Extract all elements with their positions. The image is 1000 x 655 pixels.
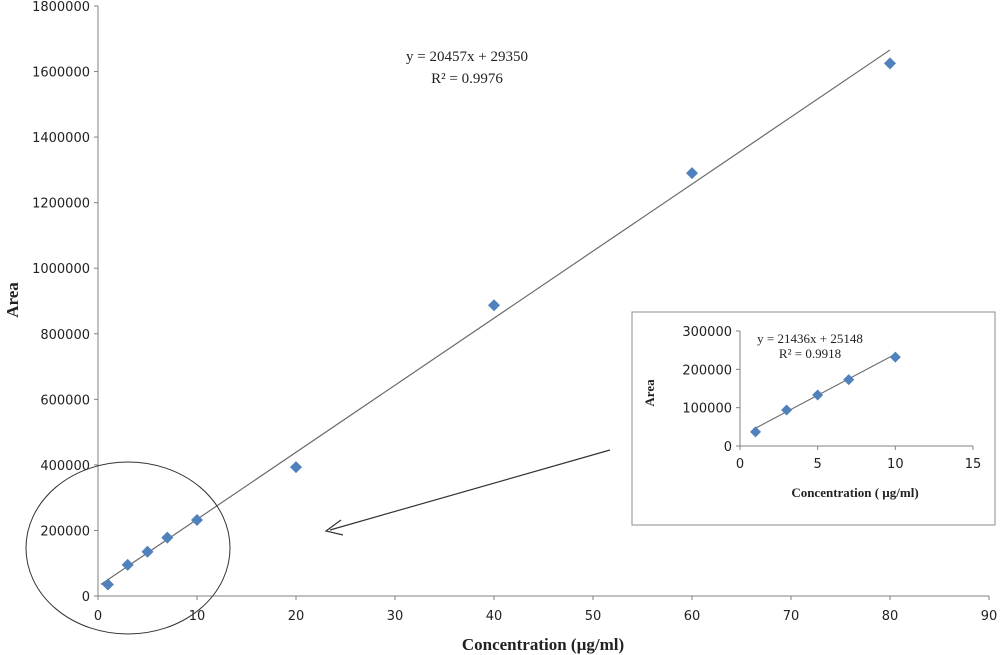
data-point: [781, 404, 793, 416]
y-tick-label: 1400000: [32, 131, 90, 146]
x-tick-label: 30: [387, 609, 404, 624]
inset-trendline: [753, 353, 896, 430]
x-tick-label: 20: [288, 609, 305, 624]
data-point: [812, 389, 824, 401]
data-point: [889, 351, 901, 363]
main-equation: y = 20457x + 29350: [406, 49, 528, 65]
data-point: [843, 374, 855, 386]
main-chart: 0 10 20 30 40 50 60 70 80 90 02000004000006000008…: [3, 0, 997, 654]
main-points: [101, 57, 896, 591]
y-tick-label: 200000: [682, 363, 732, 378]
x-tick-label: 0: [94, 609, 102, 624]
y-tick-label: 1000000: [32, 262, 90, 277]
x-tick-label: 70: [783, 609, 800, 624]
inset-points: [750, 351, 901, 438]
data-point: [121, 558, 134, 571]
main-x-axis-title: Concentration (µg/ml): [462, 635, 624, 654]
x-tick-label: 0: [736, 457, 744, 472]
x-tick-label: 15: [965, 457, 982, 472]
y-tick-label: 300000: [682, 325, 732, 340]
main-r-squared: R² = 0.9976: [431, 71, 503, 87]
data-point: [141, 545, 154, 558]
main-trendline: [100, 49, 891, 585]
x-tick-label: 80: [882, 609, 899, 624]
y-tick-label: 800000: [40, 328, 90, 343]
y-tick-label: 600000: [40, 393, 90, 408]
main-x-ticks: 0 10 20 30 40 50 60 70 80 90: [94, 596, 997, 624]
inset-equation: y = 21436x + 25148: [757, 331, 863, 346]
inset-y-ticks: 0 100000 200000 300000: [682, 325, 740, 455]
y-tick-label: 1200000: [32, 197, 90, 212]
inset-r-squared: R² = 0.9918: [779, 346, 841, 361]
main-y-ticks: 0 200000 400000 600000 800000 1000000 1200000 1…: [32, 0, 98, 605]
inset-y-axis-title: Area: [642, 379, 657, 407]
y-tick-label: 0: [82, 590, 90, 605]
highlight-ellipse: [25, 461, 231, 635]
x-tick-label: 40: [486, 609, 503, 624]
y-tick-label: 100000: [682, 402, 732, 417]
x-tick-label: 90: [981, 609, 998, 624]
data-point: [161, 531, 174, 544]
data-point: [750, 426, 762, 438]
x-tick-label: 50: [585, 609, 602, 624]
x-tick-label: 60: [684, 609, 701, 624]
data-point: [884, 57, 896, 70]
y-tick-label: 400000: [40, 459, 90, 474]
data-point: [686, 167, 698, 180]
y-tick-label: 0: [724, 440, 732, 455]
inset-frame: [631, 311, 996, 526]
y-tick-label: 1800000: [32, 0, 90, 15]
x-tick-label: 10: [887, 457, 904, 472]
data-point: [290, 461, 302, 474]
main-y-axis-title: Area: [3, 282, 22, 318]
data-point: [488, 299, 500, 312]
y-tick-label: 1600000: [32, 66, 90, 81]
y-tick-label: 200000: [40, 524, 90, 539]
pointer-arrow: [324, 449, 611, 536]
data-point: [101, 578, 114, 591]
inset-chart: 0 5 10 15 0 100000 200000 300000 Concentration…: [631, 311, 996, 526]
data-point: [191, 513, 203, 526]
x-tick-label: 10: [189, 609, 206, 624]
x-tick-label: 5: [814, 457, 822, 472]
inset-x-ticks: 0 5 10 15: [736, 446, 981, 472]
inset-x-axis-title: Concentration ( µg/ml): [791, 485, 918, 500]
